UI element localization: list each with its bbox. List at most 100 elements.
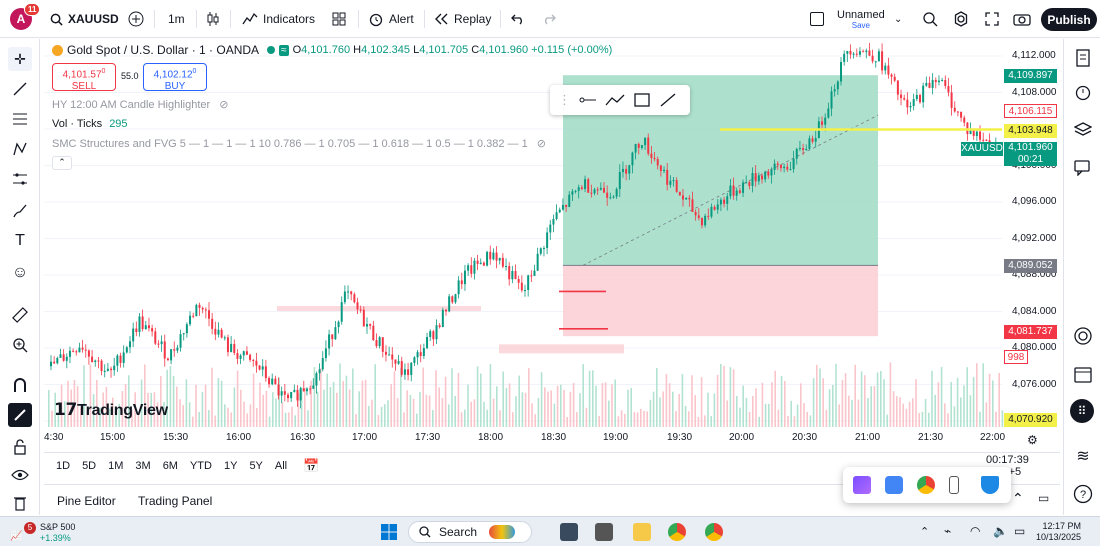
- rectangle-icon[interactable]: [633, 92, 651, 108]
- range-6m[interactable]: 6M: [162, 459, 178, 472]
- candle-body: [855, 53, 858, 55]
- sell-button[interactable]: 4,101.570 SELL: [52, 63, 116, 92]
- volume-bar: [288, 412, 290, 427]
- media-app-icon[interactable]: [595, 523, 613, 541]
- magnet-tool[interactable]: [8, 373, 32, 397]
- symbol-search[interactable]: XAUUSD: [50, 0, 119, 38]
- compare-button[interactable]: [128, 0, 144, 38]
- stock-ticker[interactable]: S&P 500 +1.39%: [40, 522, 75, 544]
- line-icon[interactable]: [659, 92, 677, 108]
- range-ytd[interactable]: YTD: [189, 459, 212, 472]
- layout-name[interactable]: Unnamed Save: [837, 9, 885, 30]
- layout-dropdown[interactable]: ⌄: [894, 0, 902, 38]
- eye-off-icon[interactable]: ⊘: [536, 138, 546, 150]
- stay-in-drawing-mode[interactable]: [8, 403, 32, 427]
- battery-icon[interactable]: ▭: [1014, 524, 1026, 538]
- icon-tool[interactable]: ☺: [8, 261, 32, 285]
- quick-search-button[interactable]: [922, 0, 938, 38]
- candle-body: [903, 98, 906, 100]
- watchlist-button[interactable]: [1072, 47, 1094, 69]
- fullscreen-button[interactable]: [985, 0, 999, 38]
- tab-trading-panel[interactable]: Trading Panel: [138, 494, 213, 508]
- trendline-icon: [13, 82, 27, 96]
- range-1y[interactable]: 1Y: [223, 459, 238, 472]
- layout-name-label: Unnamed: [837, 9, 885, 21]
- hotlists-button[interactable]: [1072, 325, 1094, 347]
- chevron-up-icon[interactable]: ⌃: [1012, 490, 1024, 506]
- pen-app-icon[interactable]: [853, 476, 871, 494]
- chrome-icon[interactable]: [668, 523, 686, 541]
- range-all[interactable]: All: [274, 459, 288, 472]
- wifi-icon[interactable]: ◠: [970, 524, 981, 538]
- drag-handle-icon[interactable]: ⋮: [558, 92, 571, 107]
- stock-widget[interactable]: 5 📈: [8, 521, 36, 543]
- alerts-button[interactable]: [1072, 81, 1094, 103]
- snapshot-button[interactable]: [1013, 0, 1031, 38]
- collapse-legend-button[interactable]: ⌃: [52, 156, 72, 170]
- usb-icon[interactable]: [949, 476, 959, 494]
- defender-shield-icon[interactable]: [981, 476, 999, 494]
- candle-body: [704, 215, 707, 226]
- hide-drawings[interactable]: [8, 463, 32, 487]
- tab-pine-editor[interactable]: Pine Editor: [57, 494, 116, 508]
- crosshair-tool[interactable]: ✛: [8, 47, 32, 71]
- range-1m[interactable]: 1M: [108, 459, 124, 472]
- eye-off-icon[interactable]: ⊘: [219, 99, 229, 111]
- streams-button[interactable]: ≋: [1072, 445, 1094, 467]
- goto-date-icon[interactable]: 📅: [303, 457, 320, 473]
- lock-drawings[interactable]: [8, 435, 32, 459]
- chrome-profile-icon[interactable]: [705, 523, 723, 541]
- indicators-button[interactable]: Indicators: [242, 0, 315, 38]
- chart-type-button[interactable]: [206, 0, 220, 38]
- range-5d[interactable]: 5D: [82, 459, 97, 472]
- range-5y[interactable]: 5Y: [249, 459, 263, 472]
- chrome-icon[interactable]: [917, 476, 935, 494]
- settings-button[interactable]: [953, 0, 969, 38]
- text-tool[interactable]: T: [8, 229, 32, 253]
- calendar-button[interactable]: [1072, 363, 1094, 385]
- path-icon[interactable]: [605, 93, 625, 107]
- chevron-up-icon[interactable]: ⌃: [920, 526, 930, 538]
- maximize-panel-icon[interactable]: ▭: [1038, 491, 1050, 505]
- system-clock[interactable]: 12:17 PM 10/13/2025: [1036, 521, 1081, 543]
- taskbar-search[interactable]: Search: [408, 521, 532, 543]
- chats-button[interactable]: [1072, 157, 1094, 179]
- forecast-tool[interactable]: [8, 167, 32, 191]
- trendline-tool[interactable]: [8, 77, 32, 101]
- indicator-smc[interactable]: SMC Structures and FVG 5 — 1 — 1 — 1 10 …: [52, 137, 546, 150]
- remove-drawings[interactable]: [8, 491, 32, 515]
- alert-button[interactable]: Alert: [368, 0, 414, 38]
- volume-icon[interactable]: 🔈: [993, 524, 1008, 538]
- undo-button[interactable]: [511, 0, 525, 38]
- publish-button[interactable]: Publish: [1041, 8, 1097, 31]
- axis-settings-button[interactable]: ⚙: [1027, 431, 1038, 449]
- range-1d[interactable]: 1D: [56, 459, 71, 472]
- volume-bar: [192, 416, 194, 427]
- replay-button[interactable]: Replay: [433, 0, 491, 38]
- indicator-volume[interactable]: Vol · Ticks 295: [52, 118, 128, 130]
- file-explorer-icon[interactable]: [633, 523, 651, 541]
- photos-app-icon[interactable]: [885, 476, 903, 494]
- price-chart[interactable]: [44, 39, 1060, 449]
- buy-button[interactable]: 4,102.120 BUY: [143, 63, 207, 92]
- brush-tool[interactable]: [8, 199, 32, 223]
- bluetooth-icon[interactable]: ⌁: [944, 524, 952, 538]
- layouts-button[interactable]: [332, 0, 346, 38]
- task-view-icon[interactable]: [560, 523, 578, 541]
- range-3m[interactable]: 3M: [135, 459, 151, 472]
- user-avatar[interactable]: A 11: [10, 3, 41, 30]
- help-button[interactable]: ?: [1072, 483, 1094, 505]
- windows-start-icon[interactable]: [380, 523, 398, 541]
- redo-button[interactable]: [542, 0, 556, 38]
- fib-tool[interactable]: [8, 107, 32, 131]
- layout-selector[interactable]: [810, 0, 824, 38]
- measure-tool[interactable]: [8, 303, 32, 327]
- interval-button[interactable]: 1m: [168, 0, 185, 38]
- horizontal-ray-icon[interactable]: [579, 95, 597, 105]
- zoom-tool[interactable]: [8, 333, 32, 357]
- products-button[interactable]: ⠿: [1070, 399, 1094, 423]
- pattern-tool[interactable]: [8, 137, 32, 161]
- chart-pane[interactable]: [44, 39, 1060, 449]
- indicator-candle-highlighter[interactable]: HY 12:00 AM Candle Highlighter ⊘: [52, 98, 228, 111]
- object-tree-button[interactable]: [1072, 119, 1094, 141]
